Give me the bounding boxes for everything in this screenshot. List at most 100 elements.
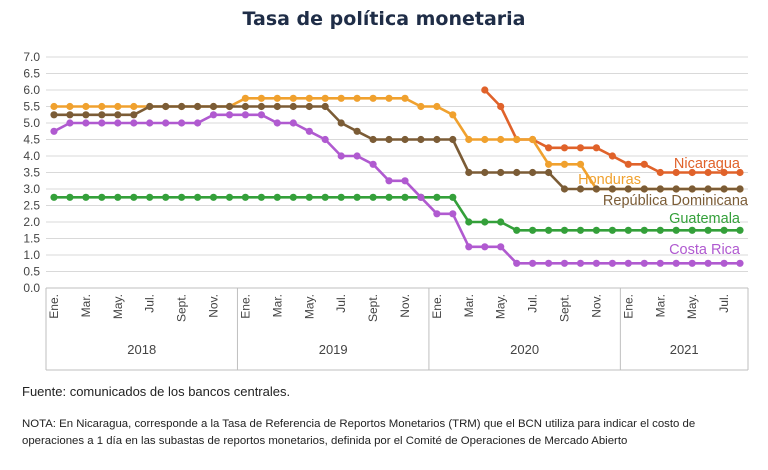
data-point bbox=[273, 102, 281, 111]
x-tick-label: Ene. bbox=[47, 294, 61, 319]
data-point bbox=[545, 226, 553, 234]
y-tick-label: 1.0 bbox=[23, 248, 40, 262]
data-point bbox=[130, 119, 138, 127]
methodology-note: NOTA: En Nicaragua, corresponde a la Tas… bbox=[22, 418, 696, 447]
data-point bbox=[66, 111, 74, 119]
data-point bbox=[465, 218, 473, 226]
chart-title: Tasa de política monetaria bbox=[242, 8, 526, 30]
data-point bbox=[130, 111, 138, 119]
data-point bbox=[608, 152, 617, 160]
data-point bbox=[704, 226, 712, 234]
data-point bbox=[497, 135, 505, 144]
data-point bbox=[369, 160, 377, 168]
x-tick-label: Sept. bbox=[558, 294, 572, 322]
data-point bbox=[162, 102, 170, 111]
x-tick-label: Nov. bbox=[398, 294, 412, 318]
data-point bbox=[321, 135, 329, 144]
grid-lines bbox=[46, 56, 748, 289]
data-point bbox=[417, 135, 425, 144]
data-point bbox=[513, 259, 521, 267]
data-point bbox=[369, 193, 377, 201]
data-point bbox=[736, 168, 744, 177]
data-point bbox=[704, 168, 712, 177]
data-point bbox=[672, 259, 680, 267]
data-point bbox=[178, 193, 186, 201]
x-tick-label: Ene. bbox=[430, 294, 444, 319]
data-point bbox=[545, 259, 553, 267]
data-point bbox=[289, 193, 297, 201]
data-point bbox=[720, 226, 728, 234]
y-tick-label: 1.5 bbox=[23, 232, 40, 246]
data-point bbox=[114, 111, 122, 119]
y-tick-label: 6.0 bbox=[23, 83, 40, 97]
data-point bbox=[385, 177, 393, 185]
data-point bbox=[736, 259, 744, 267]
data-point bbox=[513, 226, 521, 234]
data-point bbox=[82, 193, 90, 201]
x-axis: Ene. Mar. May. Jul. Sept. Nov. Ene. Mar. May. Jul… bbox=[45, 287, 749, 371]
data-point bbox=[481, 243, 489, 251]
series-lines bbox=[50, 86, 744, 267]
data-point bbox=[178, 102, 186, 111]
data-point bbox=[337, 193, 345, 201]
data-point bbox=[736, 185, 744, 193]
data-point bbox=[289, 102, 297, 111]
data-point bbox=[98, 119, 106, 127]
data-point bbox=[656, 226, 664, 234]
series-label: Guatemala bbox=[669, 211, 741, 227]
data-point bbox=[656, 259, 664, 267]
data-point bbox=[560, 144, 569, 152]
data-point bbox=[640, 185, 648, 193]
data-point bbox=[592, 259, 601, 267]
x-tick-label: Mar. bbox=[462, 294, 476, 317]
data-point bbox=[545, 160, 553, 168]
x-tick-label: May. bbox=[494, 294, 508, 319]
data-point bbox=[98, 193, 106, 201]
data-point bbox=[162, 119, 170, 127]
data-point bbox=[449, 210, 457, 218]
data-point bbox=[433, 210, 441, 218]
data-point bbox=[513, 135, 521, 144]
data-point bbox=[289, 119, 297, 127]
x-tick-label: May. bbox=[685, 294, 699, 319]
data-point bbox=[720, 168, 728, 177]
y-tick-label: 3.5 bbox=[23, 166, 40, 180]
x-tick-label: Jul. bbox=[717, 294, 731, 313]
data-point bbox=[640, 160, 648, 168]
data-point bbox=[529, 168, 537, 177]
data-point bbox=[209, 102, 218, 111]
data-point bbox=[624, 259, 632, 267]
data-point bbox=[50, 127, 58, 135]
data-point bbox=[529, 259, 537, 267]
data-point bbox=[656, 185, 664, 193]
data-point bbox=[608, 185, 617, 193]
data-point bbox=[736, 226, 744, 234]
data-point bbox=[305, 102, 313, 111]
data-point bbox=[640, 226, 648, 234]
data-point bbox=[624, 226, 632, 234]
data-point bbox=[720, 259, 728, 267]
data-point bbox=[560, 185, 569, 193]
year-label: 2021 bbox=[670, 342, 699, 357]
x-tick-label: Jul. bbox=[526, 294, 540, 313]
data-point bbox=[449, 111, 457, 119]
data-point bbox=[433, 102, 441, 111]
data-point bbox=[82, 111, 90, 119]
x-tick-label: Sept. bbox=[366, 294, 380, 322]
y-tick-label: 4.0 bbox=[23, 149, 40, 163]
data-point bbox=[608, 259, 617, 267]
y-tick-label: 0.5 bbox=[23, 265, 40, 279]
data-point bbox=[465, 135, 473, 144]
data-point bbox=[401, 193, 409, 201]
data-point bbox=[481, 218, 489, 226]
y-tick-label: 6.5 bbox=[23, 67, 40, 81]
data-point bbox=[576, 259, 585, 267]
data-point bbox=[401, 177, 409, 185]
data-point bbox=[337, 152, 345, 160]
data-point bbox=[704, 185, 712, 193]
data-point bbox=[337, 94, 345, 102]
data-point bbox=[241, 102, 249, 111]
x-tick-label: Jul. bbox=[334, 294, 348, 313]
data-point bbox=[560, 160, 569, 168]
data-point bbox=[66, 119, 74, 127]
